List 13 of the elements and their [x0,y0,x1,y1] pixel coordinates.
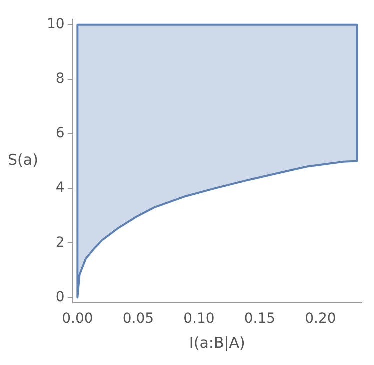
y-axis-title: S(a) [8,151,38,170]
y-tick-label: 0 [56,289,65,306]
x-tick-label: 0.00 [62,311,94,328]
x-tick-label: 0.05 [122,311,154,328]
x-tick-label: 0.10 [184,311,215,328]
y-tick-label: 6 [56,126,65,142]
x-axis-title: I(a:B|A) [189,334,246,352]
y-tick-label: 2 [56,234,65,251]
x-tick-label: 0.15 [244,311,276,328]
x-tick-label: 0.20 [305,311,336,328]
y-tick-label: 4 [56,180,65,196]
y-tick-label: 8 [56,71,65,88]
y-tick-label: 10 [46,16,65,32]
